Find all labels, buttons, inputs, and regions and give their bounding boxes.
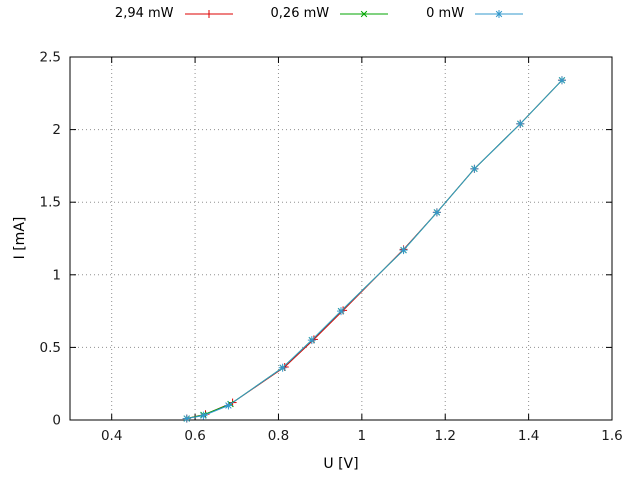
series-line-2-94-mW	[186, 79, 563, 419]
y-tick-label: 1	[52, 267, 61, 283]
data-point-marker	[278, 363, 287, 372]
data-point-marker	[224, 401, 233, 410]
marker-stroke	[360, 10, 368, 17]
x-tick-label: 1.2	[434, 428, 455, 444]
data-point-marker	[399, 246, 408, 255]
data-point-marker	[516, 119, 525, 128]
data-point-marker	[182, 414, 191, 423]
y-tick-label: 0	[52, 413, 61, 429]
x-tick-label: 1.4	[518, 428, 539, 444]
data-point-marker	[204, 9, 213, 18]
marker-stroke	[337, 307, 345, 315]
data-point-marker	[495, 9, 504, 18]
legend-entry-0-26mw: 0,26 mW	[271, 6, 391, 21]
legend: 2,94 mW 0,26 mW 0 mW	[0, 6, 640, 21]
legend-label: 2,94 mW	[114, 6, 174, 21]
data-point-marker	[557, 76, 566, 85]
series-line-0-mW	[186, 79, 563, 419]
x-tick-label: 0.4	[101, 428, 122, 444]
legend-sample-line	[184, 9, 233, 18]
marker-stroke	[433, 209, 441, 216]
legend-entry-2-94mw: 2,94 mW	[115, 6, 235, 21]
legend-label: 0 mW	[426, 6, 465, 21]
y-tick-label: 2.5	[40, 50, 61, 66]
y-tick-label: 1.5	[40, 195, 61, 211]
marker-stroke	[400, 246, 407, 254]
y-tick-label: 0.5	[40, 340, 61, 356]
x-tick-label: 0.6	[184, 428, 205, 444]
marker-stroke	[200, 412, 207, 419]
marker-stroke	[495, 10, 503, 17]
x-tick-label: 1	[358, 428, 367, 444]
marker-stroke	[308, 336, 316, 344]
series-line-0-26-mW	[186, 79, 563, 419]
data-point-marker	[307, 336, 316, 345]
marker-stroke	[471, 165, 478, 173]
data-point-marker	[360, 10, 368, 17]
legend-label: 0,26 mW	[270, 6, 330, 21]
data-point-marker	[470, 164, 479, 173]
y-tick-label: 2	[52, 122, 61, 138]
legend-entry-0mw: 0 mW	[426, 6, 525, 21]
y-axis-title: I [mA]	[12, 216, 28, 260]
marker-stroke	[558, 76, 566, 84]
legend-sample-line	[340, 10, 389, 17]
marker-stroke	[183, 415, 190, 422]
x-tick-label: 1.6	[601, 428, 622, 444]
marker-stroke	[225, 402, 232, 409]
marker-stroke	[517, 120, 524, 128]
plot-border	[69, 56, 613, 421]
x-tick-label: 0.8	[268, 428, 289, 444]
data-point-marker	[199, 411, 208, 420]
legend-sample-line	[475, 9, 524, 18]
x-axis-title: U [V]	[323, 456, 359, 472]
data-point-marker	[432, 208, 441, 217]
data-point-marker	[337, 307, 345, 316]
marker-stroke	[279, 364, 286, 371]
